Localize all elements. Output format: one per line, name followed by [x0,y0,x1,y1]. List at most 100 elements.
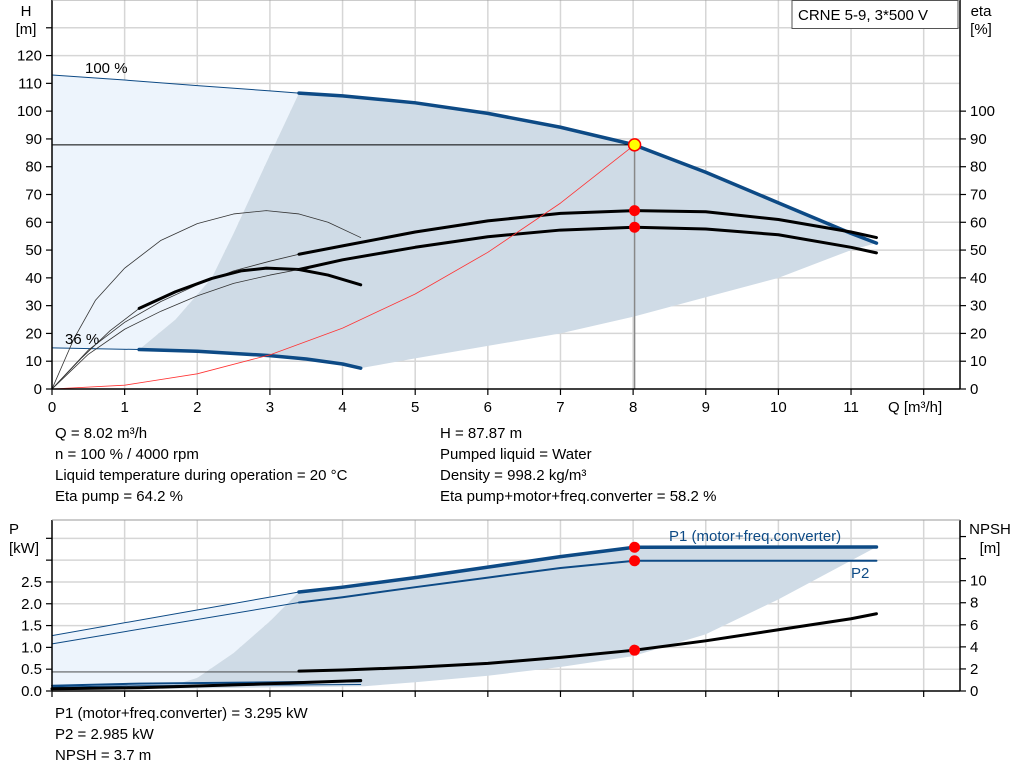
info-pumped-liquid: Pumped liquid = Water [440,446,592,463]
y-right-tick-label: 2 [970,661,978,678]
info-flow: Q = 8.02 m³/h [55,425,148,442]
speed-label-36: 36 % [65,331,99,348]
info-npsh: NPSH = 3.7 m [55,747,152,764]
operating-point-npsh [629,644,641,656]
operating-point-eta-pump [629,205,641,217]
series-p2-100-ext [51,601,300,645]
y-left-tick-label: 90 [25,131,42,148]
series-label-p2: P2 [851,565,869,582]
y-left-tick-label: 0.5 [21,661,42,678]
operating-range-dark [139,93,877,369]
y-right-tick-label: 60 [970,214,987,231]
y-right-tick-label: 40 [970,270,987,287]
x-tick-label: 8 [629,399,637,416]
y-left-tick-label: 100 [17,103,42,120]
y-right-tick-label: 50 [970,242,987,259]
y-right-tick-label: 0 [970,381,978,398]
series-label-p1: P1 (motor+freq.converter) [669,528,841,545]
info-density: Density = 998.2 kg/m³ [440,467,587,484]
y-left-label-name: P [9,521,19,538]
series-h-100 [297,91,879,245]
info-speed: n = 100 % / 4000 rpm [55,446,199,463]
y-left-tick-label: 10 [25,353,42,370]
series-eta-total-36 [137,266,363,310]
y-left-tick-label: 1.0 [21,639,42,656]
x-tick-label: 1 [120,399,128,416]
y-left-tick-label: 0 [34,381,42,398]
operating-range-light [52,591,299,689]
y-left-tick-label: 110 [18,75,42,92]
y-left-tick-label: 60 [25,214,42,231]
series-npsh-36 [50,679,363,691]
x-tick-label: 0 [48,399,56,416]
y-left-tick-label: 20 [25,325,42,342]
y-right-tick-label: 20 [970,325,987,342]
series-p2-36 [51,683,362,688]
y-left-tick-label: 80 [25,159,42,176]
info-top-right: H = 87.87 m Pumped liquid = Water Densit… [440,423,716,507]
y-right-tick-label: 8 [970,595,978,612]
y-right-tick-label: 10 [970,573,987,590]
y-left-tick-label: 1.5 [21,618,42,635]
operating-point-head [627,138,642,152]
operating-point-p2 [629,555,641,567]
operating-range-light [52,75,299,350]
info-liquid-temp: Liquid temperature during operation = 20… [55,467,348,484]
y-right-tick-label: 4 [970,639,978,656]
y-right-label-name: NPSH [969,521,1011,538]
y-left-tick-label: 0.0 [21,683,42,700]
series-npsh-100 [297,612,878,673]
y-left-tick-label: 120 [17,48,42,65]
y-left-tick-label: 2.5 [21,574,42,591]
y-right-tick-label: 30 [970,298,987,315]
info-bottom: P1 (motor+freq.converter) = 3.295 kW P2 … [55,703,308,766]
y-right-label-unit: [%] [970,21,992,38]
y-right-label-name: eta [971,3,993,20]
y-left-tick-label: 50 [25,242,42,259]
x-tick-label: 11 [843,399,859,416]
x-tick-label: 4 [338,399,346,416]
y-right-tick-label: 70 [970,187,987,204]
power-npsh-chart: 0.0 0.5 1.0 1.5 2.0 2.5 0 2 4 6 8 10 P1 (motor+freq.… [9,519,1011,700]
series-h-36-ext [51,347,140,351]
series-eta-total-36-ext [51,308,140,390]
x-tick-label: 3 [266,399,274,416]
series-h-36 [137,347,363,370]
series-eta-pump-36 [51,210,362,390]
operating-range-dark [160,547,877,689]
y-right-tick-label: 0 [970,683,978,700]
series-eta-pump-100 [297,209,878,256]
info-p1: P1 (motor+freq.converter) = 3.295 kW [55,705,308,722]
y-left-label-name: H [21,3,32,20]
info-top-left: Q = 8.02 m³/h n = 100 % / 4000 rpm Liqui… [55,423,347,507]
y-right-tick-label: 100 [970,103,995,120]
info-head: H = 87.87 m [440,425,523,442]
series-system-curve [51,144,635,390]
x-axis-label: Q [m³/h] [888,399,942,416]
y-left-label-unit: [kW] [9,540,39,557]
series-eta-total-100-ext [51,269,300,390]
x-tick-label: 6 [484,399,492,416]
x-tick-label: 10 [770,399,787,416]
x-tick-label: 2 [193,399,201,416]
series-h-100-ext [51,74,300,94]
series-eta-total-100 [297,225,878,272]
info-eta-total: Eta pump+motor+freq.converter = 58.2 % [440,488,717,505]
y-left-tick-label: 40 [25,270,42,287]
y-right-label-unit: [m] [980,540,1001,557]
operating-point-p1 [629,541,641,553]
y-left-tick-label: 70 [25,187,42,204]
x-tick-label: 5 [411,399,419,416]
y-left-tick-label: 30 [25,298,42,315]
x-tick-label: 9 [702,399,710,416]
y-left-label-unit: [m] [16,21,37,38]
y-right-tick-label: 80 [970,159,987,176]
head-efficiency-chart: 0 1 2 3 4 5 6 7 8 9 10 1101020304050607080901001101… [16,0,995,416]
y-left-tick-label: 2.0 [21,596,42,613]
legend-box-text: CRNE 5-9, 3*500 V [798,7,928,24]
x-tick-label: 7 [556,399,564,416]
series-p1-100-ext [51,591,300,637]
info-p2: P2 = 2.985 kW [55,726,154,743]
speed-label-100: 100 % [85,60,128,77]
